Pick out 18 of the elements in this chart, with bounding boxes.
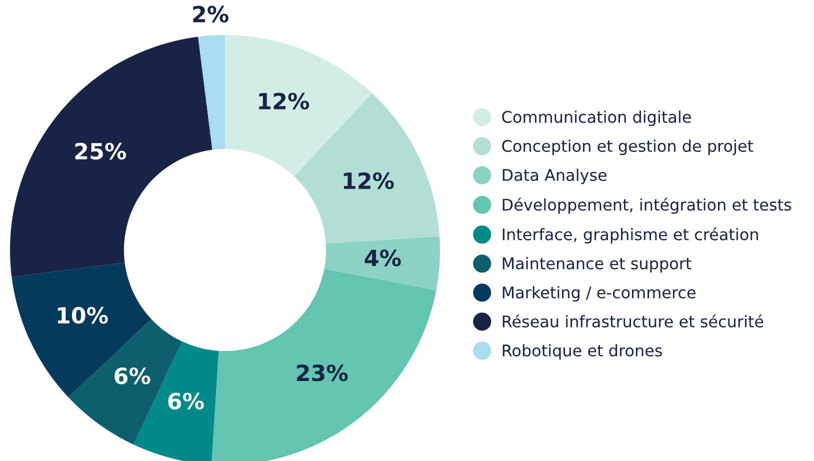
legend-label: Interface, graphisme et création — [502, 227, 758, 244]
legend-label: Data Analyse — [502, 168, 607, 184]
legend-label: Conception et gestion de projet — [502, 140, 754, 156]
legend-label: Robotique et drones — [502, 344, 662, 360]
data-label: 10% — [58, 306, 108, 324]
legend-label: Marketing / e-commerce — [502, 286, 696, 302]
data-label: 12% — [344, 172, 394, 190]
data-label: 2% — [193, 6, 228, 23]
data-label: 4% — [364, 250, 401, 266]
legend-label: Réseau infrastructure et sécurité — [502, 314, 764, 328]
data-label: 25% — [75, 142, 126, 160]
data-label: 6% — [114, 367, 150, 384]
data-label: 6% — [168, 392, 204, 410]
legend-label: Maintenance et support — [502, 257, 692, 273]
legend-label: Développement, intégration et tests — [502, 198, 792, 214]
legend-label: Communication digitale — [502, 110, 691, 126]
data-label: 23% — [297, 364, 348, 382]
data-label: 12% — [259, 92, 310, 110]
